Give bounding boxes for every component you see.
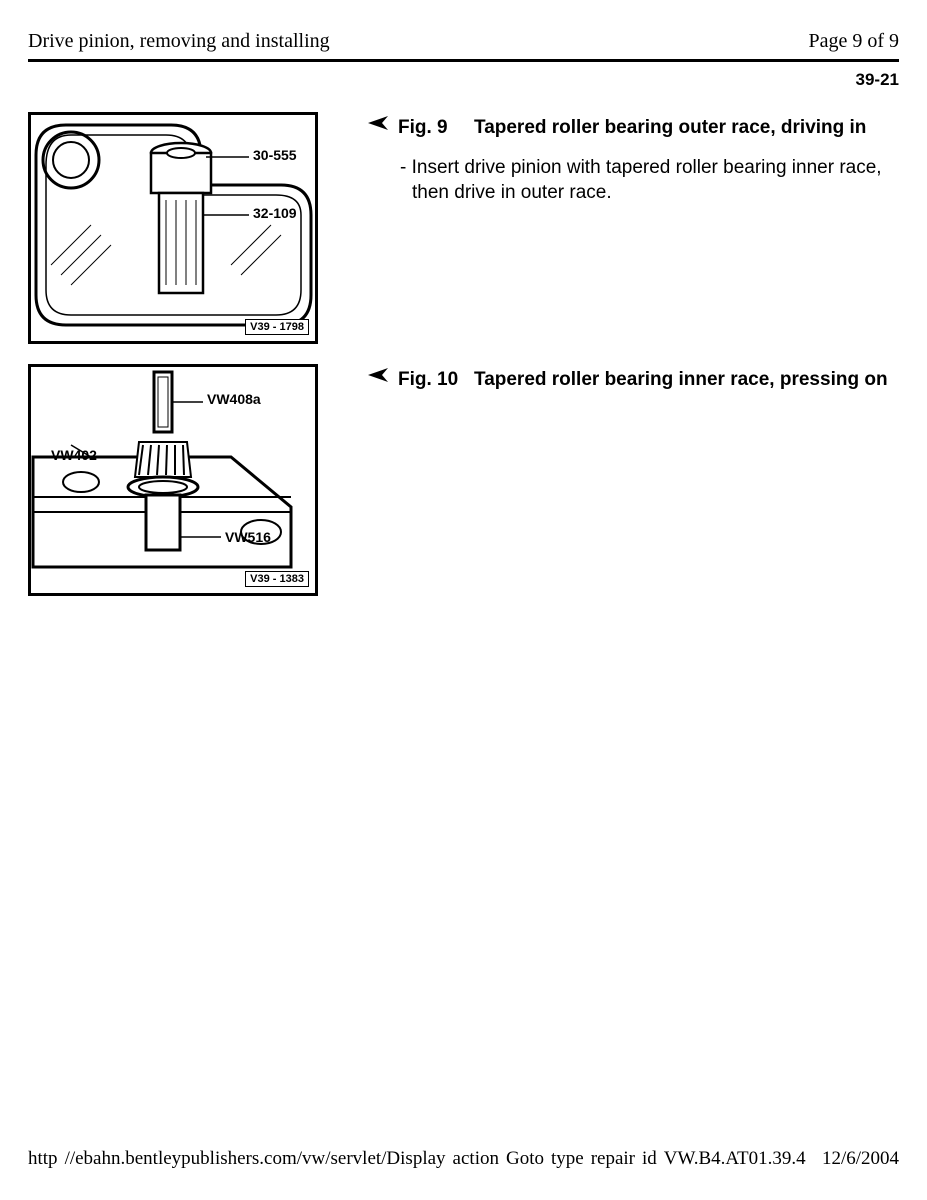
- tool-label: VW408a: [207, 391, 261, 407]
- pointer-arrow-icon: [368, 364, 398, 382]
- figure-text: Fig. 9 Tapered roller bearing outer race…: [398, 112, 899, 206]
- figure-block: VW408a VW402 VW516 V39 - 1383 Fig. 10 Ta…: [28, 364, 899, 596]
- footer-date: 12/6/2004: [822, 1148, 899, 1170]
- pointer-arrow-icon: [368, 112, 398, 130]
- figure-10-svg: [31, 367, 315, 593]
- section-number: 39-21: [28, 70, 899, 90]
- image-reference: V39 - 1798: [245, 319, 309, 335]
- tool-label: 30-555: [253, 147, 297, 163]
- figure-image: VW408a VW402 VW516 V39 - 1383: [28, 364, 318, 596]
- page-header: Drive pinion, removing and installing Pa…: [28, 30, 899, 53]
- figure-text: Fig. 10 Tapered roller bearing inner rac…: [398, 364, 899, 407]
- figure-title: Tapered roller bearing outer race, drivi…: [474, 116, 899, 141]
- figure-body: - Insert drive pinion with tapered rolle…: [398, 155, 899, 206]
- footer-url: http//ebahn.bentleypublishers.com/vw/ser…: [28, 1148, 813, 1170]
- tool-label: VW402: [51, 447, 97, 463]
- tool-label: VW516: [225, 529, 271, 545]
- page-footer: http//ebahn.bentleypublishers.com/vw/ser…: [28, 1148, 899, 1170]
- figure-title: Tapered roller bearing inner race, press…: [474, 368, 899, 393]
- header-rule: [28, 59, 899, 62]
- figure-label: Fig. 10: [398, 368, 474, 393]
- doc-title: Drive pinion, removing and installing: [28, 30, 330, 53]
- figure-block: 30-555 32-109 V39 - 1798 Fig. 9 Tapered …: [28, 112, 899, 344]
- figure-label: Fig. 9: [398, 116, 474, 141]
- page-indicator: Page 9 of 9: [808, 30, 899, 53]
- image-reference: V39 - 1383: [245, 571, 309, 587]
- figure-image: 30-555 32-109 V39 - 1798: [28, 112, 318, 344]
- tool-label: 32-109: [253, 205, 297, 221]
